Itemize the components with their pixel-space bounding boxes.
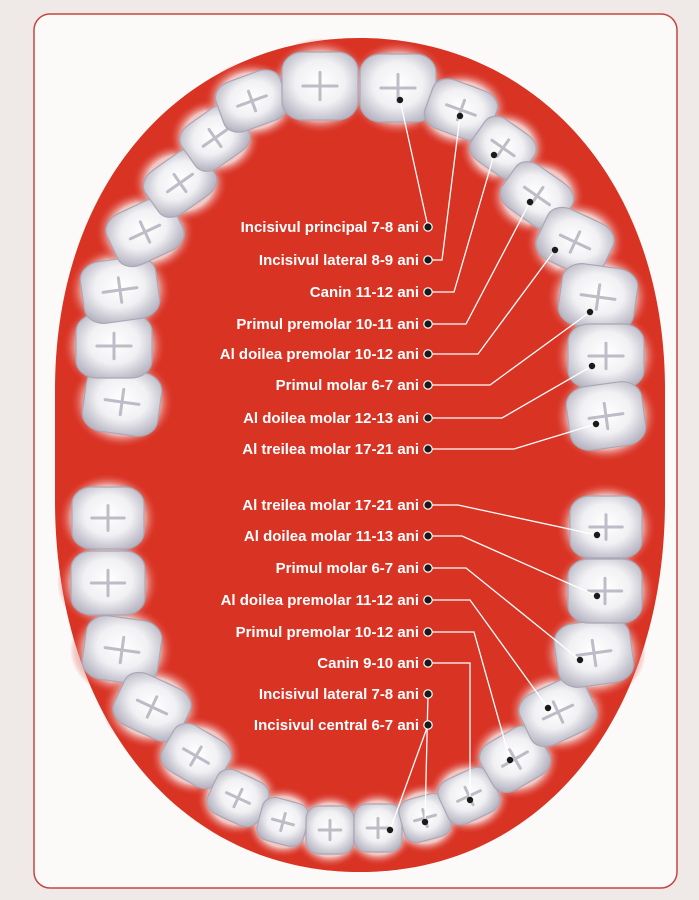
upper-label-dot [423, 413, 433, 423]
upper-left-second-molar-tooth [75, 313, 153, 379]
lower-label-incisivul-lateral: Incisivul lateral 7-8 ani [259, 686, 419, 703]
lower-tooth-marker [593, 592, 601, 600]
upper-left-lateral-incisor-tooth [214, 69, 290, 133]
upper-tooth-marker [551, 246, 559, 254]
lower-right-third-molar-tooth [569, 495, 643, 559]
lower-left-first-premolar-tooth [160, 722, 232, 790]
lower-leader-line [428, 631, 511, 761]
lower-left-central-incisor-tooth [305, 805, 355, 855]
upper-left-central-incisor-tooth [281, 51, 359, 121]
lower-label-al-doilea-premolar: Al doilea premolar 11-12 ani [221, 592, 419, 609]
lower-leader-line [428, 567, 581, 661]
lower-tooth-marker [466, 796, 474, 804]
lower-label-primul-molar: Primul molar 6-7 ani [276, 560, 419, 577]
teeth-layer [70, 51, 647, 855]
upper-tooth-marker [588, 362, 596, 370]
upper-right-second-premolar-tooth [535, 206, 615, 278]
lower-label-dot [423, 658, 433, 668]
lower-leader-line [428, 599, 549, 709]
lower-right-first-molar-tooth [553, 618, 635, 688]
lower-left-third-molar-tooth [71, 486, 145, 550]
lower-label-dot [423, 563, 433, 573]
lower-tooth-marker [593, 531, 601, 539]
upper-label-al-treilea-molar: Al treilea molar 17-21 ani [242, 441, 419, 458]
upper-label-dot [423, 222, 433, 232]
lower-leader-line [428, 662, 471, 800]
lower-label-dot [423, 627, 433, 637]
upper-label-dot [423, 349, 433, 359]
lower-label-al-doilea-molar: Al doilea molar 11-13 ani [244, 528, 419, 545]
lower-label-canin: Canin 9-10 ani [317, 655, 419, 672]
leader-lines [389, 99, 598, 831]
lower-leader-line [389, 724, 429, 831]
upper-label-incisivul-lateral: Incisivul lateral 8-9 ani [259, 252, 419, 269]
upper-right-lateral-incisor-tooth [423, 78, 499, 142]
lower-label-dot [423, 595, 433, 605]
lower-right-central-incisor-tooth [353, 803, 403, 853]
upper-label-primul-molar: Primul molar 6-7 ani [276, 377, 419, 394]
lower-label-primul-premolar: Primul premolar 10-12 ani [236, 624, 419, 641]
lower-leader-line [428, 504, 598, 536]
upper-label-incisivul-principal: Incisivul principal 7-8 ani [241, 219, 419, 236]
upper-tooth-marker [456, 112, 464, 120]
mouth-outline [55, 38, 665, 872]
lower-leader-line [428, 535, 598, 597]
lower-label-incisivul-central: Incisivul central 6-7 ani [254, 717, 419, 734]
upper-jaw-labels: Incisivul principal 7-8 ani Incisivul la… [220, 219, 419, 458]
upper-tooth-marker [592, 420, 600, 428]
upper-tooth-marker [526, 198, 534, 206]
upper-label-al-doilea-premolar: Al doilea premolar 10-12 ani [220, 346, 419, 363]
upper-label-canin: Canin 11-12 ani [310, 284, 419, 301]
upper-leader-line [428, 249, 556, 355]
lower-label-dot [423, 720, 433, 730]
lower-left-second-premolar-tooth [112, 671, 192, 743]
upper-tooth-marker [490, 151, 498, 159]
upper-label-al-doilea-molar: Al doilea molar 12-13 ani [243, 410, 419, 427]
lower-tooth-marker [544, 704, 552, 712]
lower-tooth-marker [576, 656, 584, 664]
upper-leader-line [428, 154, 495, 293]
lower-label-dot [423, 500, 433, 510]
upper-right-third-molar-tooth [565, 381, 647, 451]
label-dots [386, 96, 601, 834]
upper-tooth-marker [586, 308, 594, 316]
lower-tooth-marker [421, 818, 429, 826]
lower-right-second-molar-tooth [567, 558, 643, 624]
upper-tooth-marker [396, 96, 404, 104]
upper-left-first-molar-tooth [79, 256, 161, 324]
upper-label-primul-premolar: Primul premolar 10-11 ani [236, 316, 419, 333]
upper-leader-line [428, 201, 531, 325]
lower-left-second-molar-tooth [70, 550, 146, 616]
upper-label-dot [423, 380, 433, 390]
upper-right-first-molar-tooth [557, 263, 639, 331]
upper-right-second-molar-tooth [567, 323, 645, 389]
lower-jaw-labels: Al treilea molar 17-21 ani Al doilea mol… [221, 497, 419, 734]
lower-tooth-marker [506, 756, 514, 764]
upper-label-dot [423, 287, 433, 297]
upper-leader-line [428, 365, 593, 419]
upper-label-dot [423, 255, 433, 265]
lower-left-first-molar-tooth [81, 615, 163, 685]
upper-label-dot [423, 444, 433, 454]
upper-leader-line [428, 423, 597, 450]
lower-tooth-marker [386, 826, 394, 834]
upper-leader-line [399, 99, 429, 228]
lower-label-al-treilea-molar: Al treilea molar 17-21 ani [242, 497, 419, 514]
lower-label-dot [423, 531, 433, 541]
upper-label-dot [423, 319, 433, 329]
lower-label-dot [423, 689, 433, 699]
upper-leader-line [428, 311, 591, 386]
lower-leader-line [424, 693, 429, 823]
